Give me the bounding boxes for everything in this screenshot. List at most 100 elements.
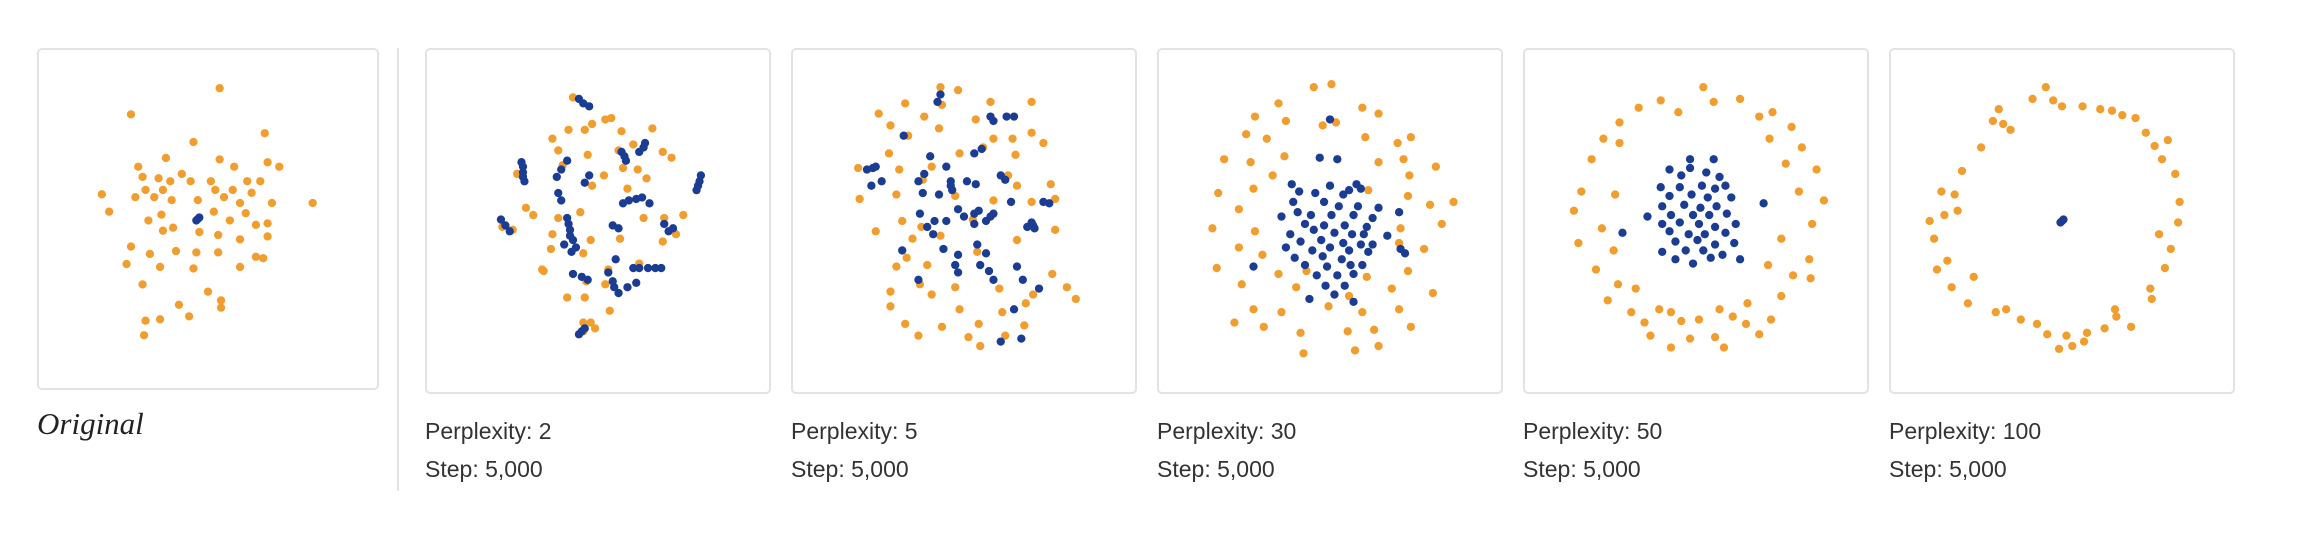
inner-point — [560, 240, 569, 249]
outer-point — [1710, 332, 1720, 342]
outer-point — [923, 260, 932, 270]
outer-point — [1677, 316, 1686, 326]
inner-point — [1319, 221, 1329, 230]
inner-point — [1321, 281, 1330, 290]
inner-point — [1344, 186, 1354, 195]
outer-point — [235, 235, 245, 244]
perplexity-label: Perplexity: 2 — [425, 418, 552, 444]
outer-point — [241, 209, 250, 218]
tsne-plot-perplexity-2 — [425, 48, 771, 394]
inner-point — [568, 269, 578, 279]
outer-point — [874, 109, 883, 118]
outer-point — [192, 248, 201, 257]
outer-point — [211, 185, 220, 195]
outer-point — [158, 185, 168, 195]
outer-point — [1250, 112, 1260, 121]
outer-point — [2150, 141, 2159, 151]
inner-point — [552, 172, 561, 182]
inner-point — [1334, 202, 1343, 211]
outer-point — [955, 149, 964, 158]
outer-point — [2171, 169, 2180, 179]
outer-point — [1719, 343, 1729, 352]
inner-point — [557, 165, 566, 174]
step-label: Step: 5,000 — [425, 456, 543, 482]
inner-point — [621, 156, 631, 165]
inner-point — [660, 219, 669, 229]
outer-point — [189, 137, 198, 147]
inner-point — [926, 152, 935, 161]
step-label: Step: 5,000 — [1157, 456, 1275, 482]
outer-point — [215, 83, 224, 93]
inner-point — [1339, 238, 1348, 248]
outer-point — [2054, 344, 2064, 354]
outer-point — [228, 185, 237, 195]
panel-caption: Perplexity: 30 Step: 5,000 — [1157, 412, 1296, 488]
outer-point — [853, 163, 863, 173]
outer-point — [167, 195, 176, 205]
inner-point — [1017, 334, 1026, 343]
outer-point — [998, 307, 1007, 317]
inner-point — [1012, 262, 1022, 271]
outer-point — [1219, 155, 1229, 164]
inner-point — [1665, 227, 1674, 236]
outer-point — [1735, 94, 1745, 104]
inner-point — [1694, 219, 1704, 229]
inner-point — [898, 246, 907, 255]
inner-point — [914, 177, 923, 186]
inner-point — [1045, 199, 1054, 208]
outer-point — [195, 227, 204, 237]
outer-point — [171, 246, 181, 256]
outer-point — [1988, 116, 1998, 126]
inner-point — [936, 90, 945, 99]
outer-point — [2082, 328, 2092, 337]
outer-point — [1358, 307, 1367, 317]
inner-point — [1337, 255, 1346, 264]
inner-point — [877, 177, 886, 186]
outer-point — [1364, 186, 1373, 195]
outer-point — [1950, 190, 1959, 199]
inner-point — [1643, 212, 1652, 221]
tsne-scatter-svg — [1569, 83, 1829, 352]
outer-point — [1234, 243, 1244, 252]
outer-point — [144, 216, 153, 225]
inner-point — [1325, 181, 1335, 190]
inner-point — [1340, 281, 1349, 290]
outer-point — [2079, 337, 2089, 346]
outer-point — [1805, 255, 1814, 264]
inner-point — [1308, 246, 1317, 255]
inner-point — [1688, 210, 1698, 220]
inner-point — [984, 266, 994, 276]
inner-point — [1290, 253, 1299, 262]
outer-point — [2147, 294, 2156, 304]
outer-point — [1777, 291, 1786, 301]
inner-point — [1696, 203, 1705, 212]
inner-point — [1709, 155, 1718, 164]
outer-point — [1940, 210, 1949, 220]
outer-point — [243, 177, 252, 186]
outer-point — [599, 171, 609, 180]
outer-point — [554, 146, 563, 155]
outer-point — [1807, 219, 1817, 229]
perplexity-label: Perplexity: 100 — [1889, 418, 2042, 444]
inner-point — [1356, 240, 1365, 249]
inner-point — [1666, 210, 1676, 220]
outer-point — [2096, 105, 2105, 114]
outer-point — [1755, 330, 1764, 339]
outer-point — [1406, 322, 1416, 332]
outer-point — [917, 222, 926, 232]
inner-point — [1718, 250, 1727, 259]
outer-point — [1929, 234, 1939, 243]
outer-point — [2112, 312, 2121, 321]
outer-point — [126, 110, 136, 119]
inner-point — [1340, 221, 1349, 230]
outer-point — [174, 300, 184, 309]
inner-point — [1009, 305, 1019, 314]
outer-point — [927, 162, 936, 171]
inner-point — [1618, 228, 1627, 237]
outer-point — [97, 190, 107, 199]
outer-point — [1237, 280, 1246, 289]
inner-point — [930, 216, 939, 226]
inner-point — [583, 275, 592, 284]
inner-point — [1315, 153, 1324, 162]
outer-point — [1991, 307, 2000, 317]
